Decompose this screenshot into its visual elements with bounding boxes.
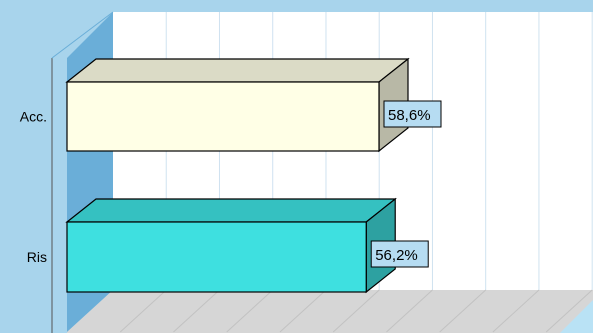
corner-highlight: [560, 300, 593, 333]
bar-top-face: [65, 198, 397, 223]
bar-0: [65, 57, 410, 153]
floor-gridline: [119, 289, 167, 333]
side-wall-top-edge: [51, 11, 114, 59]
bar-front-face: [66, 81, 380, 152]
value-label-box: [370, 240, 429, 268]
floor-gridline: [386, 289, 433, 333]
floor-gridline: [439, 289, 487, 333]
floor: [67, 290, 593, 333]
floor-gridline: [279, 289, 327, 333]
value-label-box: [383, 100, 442, 128]
floor-gridline: [226, 289, 274, 333]
category-label: Ris: [27, 249, 47, 265]
category-label: Acc.: [20, 109, 47, 125]
labels: 58,6% Acc. 56,2% Ris: [20, 100, 442, 268]
floor-gridline: [492, 289, 540, 333]
bar-front-face: [66, 221, 367, 293]
floor-gridline: [332, 289, 380, 333]
floor-gridline: [545, 289, 593, 333]
value-label: 56,2%: [375, 247, 418, 264]
value-label: 58,6%: [388, 107, 431, 124]
bar-1: [65, 197, 397, 294]
floor-gridline: [173, 289, 220, 333]
bar-top-face: [65, 58, 410, 83]
